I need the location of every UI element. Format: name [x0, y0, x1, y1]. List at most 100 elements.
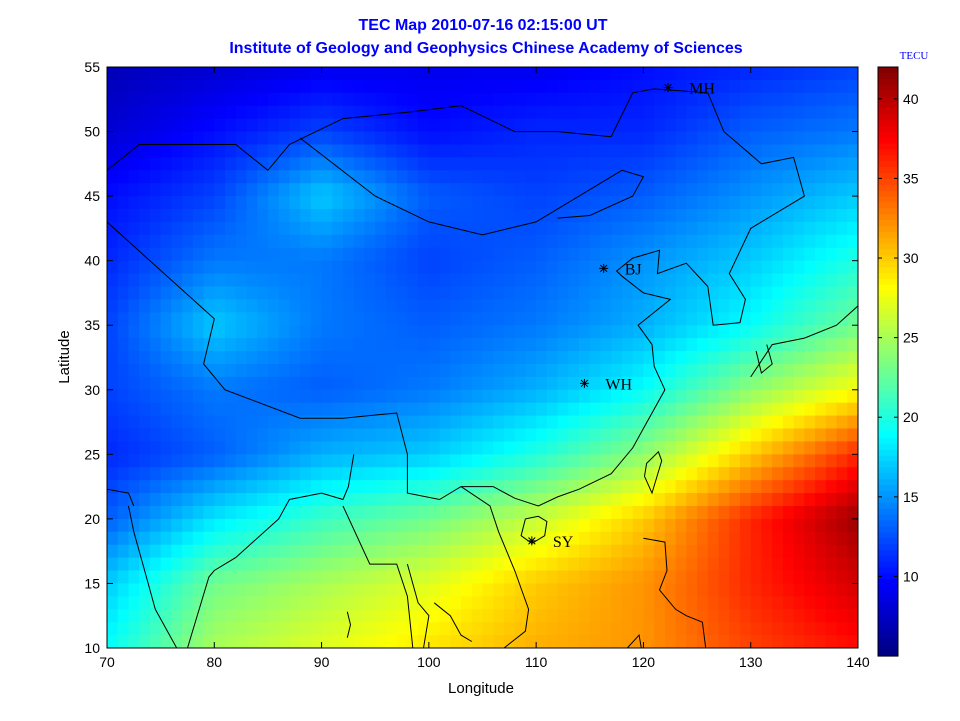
heatmap-cell [729, 402, 741, 417]
heatmap-cell [514, 312, 527, 326]
heatmap-cell [203, 415, 215, 430]
heatmap-cell [439, 286, 451, 300]
heatmap-cell [568, 609, 580, 623]
heatmap-cell [225, 376, 237, 391]
heatmap-cell [697, 209, 709, 223]
heatmap-cell [225, 480, 237, 494]
heatmap-cell [214, 325, 226, 339]
heatmap-cell [332, 157, 344, 171]
heatmap-cell [225, 351, 237, 365]
heatmap-cell [589, 505, 602, 520]
heatmap-cell [278, 363, 290, 378]
heatmap-cell [225, 402, 237, 417]
heatmap-cell [804, 325, 816, 339]
heatmap-cell [439, 544, 451, 559]
heatmap-cell [750, 583, 763, 597]
heatmap-cell [203, 92, 215, 107]
heatmap-cell [493, 363, 505, 378]
heatmap-cell [718, 105, 730, 120]
x-tick-label: 130 [739, 654, 763, 670]
heatmap-cell [546, 622, 559, 636]
heatmap-cell [782, 635, 795, 648]
heatmap-cell [225, 596, 237, 610]
heatmap-cell [471, 260, 484, 275]
heatmap-cell [729, 325, 741, 339]
heatmap-cell [600, 273, 612, 288]
heatmap-cell [632, 583, 645, 597]
heatmap-cell [804, 92, 816, 107]
x-tick-label: 100 [417, 654, 441, 670]
heatmap-cell [139, 441, 151, 455]
heatmap-cell [278, 493, 290, 507]
heatmap-cell [407, 144, 419, 158]
colorbar-band [878, 349, 898, 357]
heatmap-cell [611, 544, 623, 559]
heatmap-cell [825, 635, 838, 648]
heatmap-cell [611, 157, 623, 171]
heatmap-cell [525, 338, 537, 352]
heatmap-cell [493, 312, 505, 326]
heatmap-cell [139, 518, 151, 533]
heatmap-cell [364, 467, 376, 481]
heatmap-cell [793, 493, 805, 507]
heatmap-cell [579, 493, 591, 507]
heatmap-cell [128, 544, 140, 559]
heatmap-cell [772, 493, 784, 507]
colorbar-band [878, 355, 898, 363]
heatmap-cell [503, 92, 516, 107]
heatmap-cell [664, 312, 677, 326]
heatmap-cell [160, 247, 172, 262]
heatmap-cell [418, 531, 430, 546]
heatmap-cell [139, 170, 151, 184]
heatmap-cell [353, 338, 366, 352]
heatmap-cell [246, 234, 258, 249]
heatmap-cell [782, 79, 795, 94]
heatmap-cell [428, 493, 441, 507]
heatmap-cell [589, 105, 602, 120]
heatmap-cell [139, 92, 151, 107]
heatmap-cell [750, 273, 763, 288]
heatmap-cell [739, 247, 752, 262]
heatmap-cell [396, 79, 408, 94]
heatmap-cell [278, 183, 290, 197]
heatmap-cell [654, 105, 666, 120]
heatmap-cell [707, 118, 720, 133]
heatmap-cell [557, 493, 569, 507]
heatmap-cell [225, 493, 237, 507]
heatmap-cell [343, 312, 355, 326]
heatmap-cell [461, 531, 473, 546]
heatmap-cell [568, 415, 580, 430]
heatmap-cell [300, 260, 312, 275]
heatmap-cell [310, 196, 323, 210]
heatmap-cell [343, 170, 355, 184]
heatmap-cell [428, 312, 441, 326]
heatmap-cell [804, 157, 816, 171]
heatmap-cell [257, 467, 269, 481]
heatmap-cell [461, 518, 473, 533]
heatmap-cell [225, 92, 237, 107]
heatmap-cell [493, 234, 505, 249]
heatmap-cell [246, 635, 258, 648]
heatmap-cell [418, 325, 430, 339]
heatmap-cell [235, 609, 248, 623]
heatmap-cell [761, 505, 773, 520]
heatmap-cell [804, 402, 816, 417]
heatmap-cell [235, 622, 248, 636]
heatmap-cell [772, 428, 784, 443]
heatmap-cell [407, 583, 419, 597]
heatmap-cell [471, 363, 484, 378]
station-label: MH [689, 81, 715, 98]
heatmap-cell [664, 389, 677, 404]
heatmap-cell [793, 325, 805, 339]
heatmap-cell [686, 105, 698, 120]
heatmap-cell [418, 557, 430, 572]
heatmap-cell [772, 622, 784, 636]
heatmap-cell [718, 286, 730, 300]
heatmap-cell [278, 234, 290, 249]
heatmap-cell [739, 389, 752, 404]
heatmap-cell [353, 415, 366, 430]
heatmap-cell [825, 209, 838, 223]
heatmap-cell [664, 454, 677, 468]
heatmap-cell [396, 570, 408, 585]
heatmap-cell [836, 570, 848, 585]
